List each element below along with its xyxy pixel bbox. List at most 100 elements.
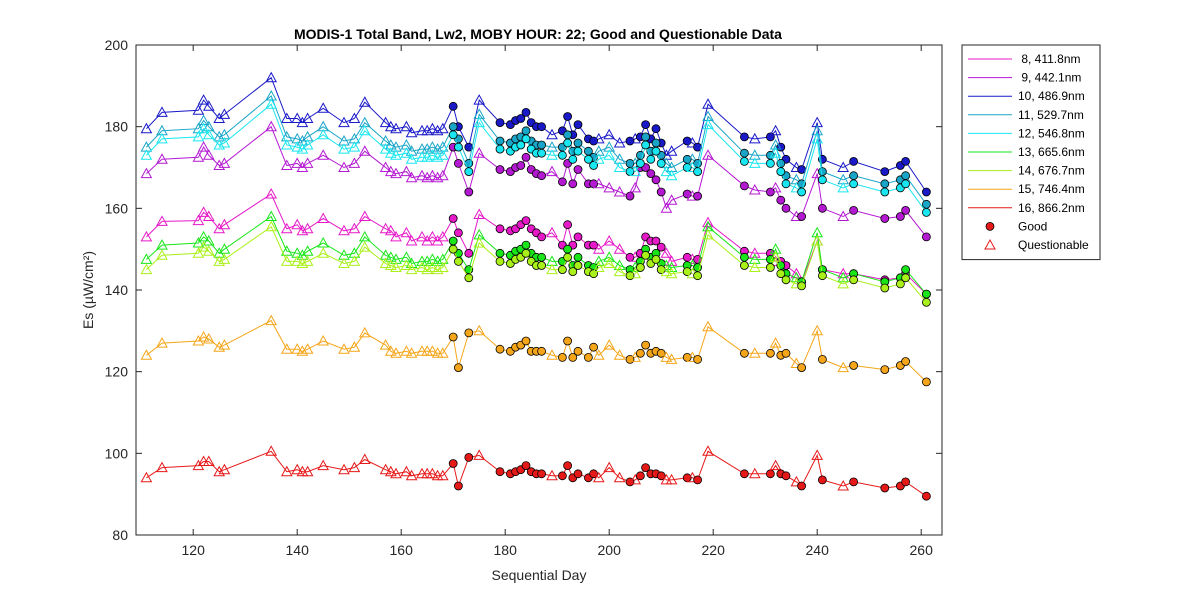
questionable-point bbox=[202, 149, 215, 160]
questionable-point bbox=[837, 181, 850, 193]
good-point bbox=[740, 348, 749, 358]
good-point bbox=[922, 289, 931, 299]
questionable-point bbox=[218, 339, 231, 350]
questionable-point bbox=[317, 149, 330, 160]
good-point bbox=[740, 261, 749, 270]
good-point bbox=[901, 357, 910, 366]
good-point bbox=[818, 175, 827, 185]
good-point bbox=[516, 140, 526, 150]
questionable-point bbox=[436, 230, 449, 242]
questionable-point bbox=[613, 243, 626, 254]
good-point bbox=[516, 161, 526, 170]
questionable-point bbox=[202, 245, 215, 256]
good-point bbox=[880, 167, 890, 177]
good-point bbox=[537, 469, 546, 479]
questionable-point bbox=[218, 108, 231, 119]
questionable-point bbox=[338, 224, 350, 236]
questionable-point bbox=[358, 326, 371, 338]
good-point bbox=[584, 154, 593, 164]
good-point bbox=[495, 256, 505, 266]
good-point bbox=[521, 108, 531, 117]
questionable-point bbox=[702, 445, 714, 456]
y-tick-label: 100 bbox=[105, 445, 129, 461]
questionable-point bbox=[603, 251, 616, 262]
legend-label: 16, 866.2nm bbox=[1018, 201, 1085, 215]
questionable-point bbox=[421, 171, 434, 183]
questionable-point bbox=[546, 263, 558, 275]
good-point bbox=[495, 136, 505, 146]
questionable-point bbox=[790, 357, 803, 368]
questionable-point bbox=[197, 141, 210, 152]
good-point bbox=[521, 216, 531, 226]
questionable-point bbox=[613, 349, 626, 360]
questionable-point bbox=[213, 138, 226, 150]
good-point bbox=[901, 477, 910, 487]
questionable-point bbox=[660, 247, 673, 258]
x-tick-label: 220 bbox=[702, 542, 726, 558]
good-point bbox=[646, 169, 656, 179]
questionable-point bbox=[769, 459, 782, 471]
good-point bbox=[682, 189, 692, 199]
questionable-point bbox=[358, 230, 371, 242]
x-tick-label: 180 bbox=[494, 542, 518, 558]
questionable-point bbox=[384, 259, 397, 270]
good-point bbox=[641, 120, 650, 129]
questionable-point bbox=[156, 132, 168, 144]
questionable-point bbox=[280, 255, 293, 266]
questionable-point bbox=[213, 159, 226, 170]
legend-good-label: Good bbox=[1018, 219, 1047, 233]
questionable-point bbox=[140, 349, 153, 360]
questionable-point bbox=[473, 208, 486, 219]
good-point bbox=[651, 146, 661, 156]
good-point bbox=[641, 340, 650, 350]
questionable-point bbox=[603, 234, 616, 246]
questionable-point bbox=[265, 98, 278, 109]
questionable-point bbox=[702, 118, 714, 130]
questionable-point bbox=[291, 255, 304, 266]
questionable-point bbox=[280, 343, 293, 354]
good-point bbox=[849, 171, 858, 181]
questionable-point bbox=[338, 463, 350, 475]
good-point bbox=[766, 132, 775, 142]
good-point bbox=[656, 158, 666, 168]
questionable-point bbox=[197, 330, 210, 342]
questionable-point bbox=[192, 214, 205, 226]
good-point bbox=[849, 361, 858, 370]
questionable-point bbox=[660, 265, 673, 277]
questionable-point bbox=[317, 212, 330, 223]
questionable-point bbox=[390, 149, 402, 160]
questionable-point bbox=[379, 116, 392, 128]
plot-area bbox=[135, 44, 943, 536]
questionable-point bbox=[665, 267, 678, 279]
questionable-point bbox=[202, 100, 215, 111]
questionable-point bbox=[348, 461, 361, 473]
good-point bbox=[573, 165, 583, 174]
questionable-point bbox=[348, 341, 361, 352]
y-tick-label: 80 bbox=[112, 527, 128, 543]
questionable-point bbox=[400, 259, 413, 270]
good-point bbox=[448, 236, 458, 246]
questionable-point bbox=[348, 112, 361, 123]
good-point bbox=[537, 122, 546, 132]
questionable-point bbox=[405, 469, 418, 481]
questionable-point bbox=[358, 96, 371, 107]
questionable-point bbox=[400, 165, 413, 177]
questionable-point bbox=[301, 343, 314, 354]
questionable-point bbox=[431, 263, 444, 275]
questionable-point bbox=[629, 251, 642, 262]
good-point bbox=[495, 224, 505, 234]
questionable-point bbox=[192, 130, 205, 142]
questionable-point bbox=[265, 120, 278, 132]
good-point bbox=[901, 265, 910, 275]
good-point bbox=[453, 228, 463, 238]
questionable-point bbox=[405, 171, 418, 183]
questionable-point bbox=[317, 334, 330, 346]
good-point bbox=[521, 336, 531, 346]
questionable-point bbox=[301, 465, 314, 477]
x-tick-label: 140 bbox=[286, 542, 310, 558]
good-point bbox=[922, 187, 931, 197]
questionable-point bbox=[213, 465, 226, 477]
questionable-point bbox=[291, 343, 304, 354]
good-point bbox=[682, 252, 692, 262]
good-point bbox=[558, 177, 567, 187]
